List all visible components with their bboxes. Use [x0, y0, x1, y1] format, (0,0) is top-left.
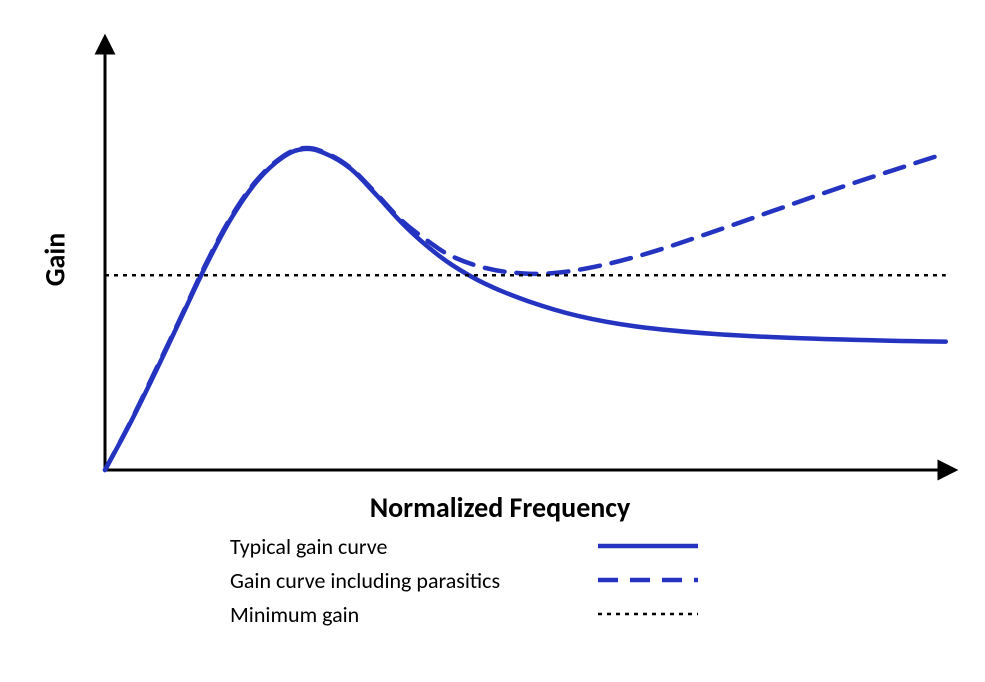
- legend-swatch-mingain: [580, 604, 698, 624]
- legend-row-mingain: Minimum gain: [230, 598, 698, 630]
- legend-swatch-parasitics: [580, 570, 698, 590]
- legend-label-mingain: Minimum gain: [230, 601, 580, 628]
- legend-label-parasitics: Gain curve including parasitics: [230, 567, 580, 594]
- series-typical: [105, 149, 946, 470]
- legend: Typical gain curve Gain curve including …: [230, 530, 698, 632]
- y-axis-label: Gain: [38, 200, 73, 320]
- legend-row-typical: Typical gain curve: [230, 530, 698, 562]
- x-axis-label: Normalized Frequency: [320, 490, 680, 525]
- legend-swatch-typical: [580, 536, 698, 556]
- legend-label-typical: Typical gain curve: [230, 533, 580, 560]
- series-parasitics: [105, 148, 946, 470]
- gain-chart: Normalized Frequency Gain Typical gain c…: [0, 0, 985, 682]
- legend-row-parasitics: Gain curve including parasitics: [230, 564, 698, 596]
